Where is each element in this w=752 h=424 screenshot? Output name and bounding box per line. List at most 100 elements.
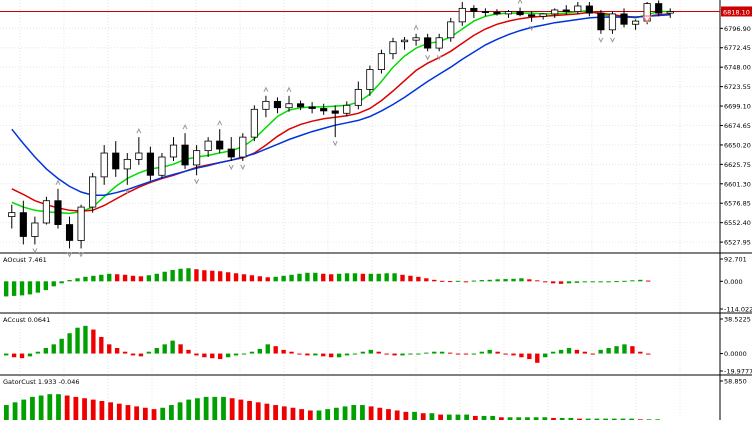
histogram-bar xyxy=(646,280,651,282)
price-tag xyxy=(721,6,752,17)
candle xyxy=(169,137,178,161)
candle-body xyxy=(42,200,51,224)
histogram-bar xyxy=(638,279,643,282)
histogram-bar xyxy=(455,280,461,282)
y-tick-label: 0.000 xyxy=(724,278,743,286)
histogram-bar xyxy=(67,280,72,282)
candle xyxy=(193,145,201,176)
histogram-bar xyxy=(107,344,112,354)
indicator-panes[interactable]: AOcust 7.461 ACcust 0.0641 GatorCust 1.933… xyxy=(3,256,661,421)
histogram-bar xyxy=(566,281,572,284)
candle-body xyxy=(470,7,478,12)
histogram-bar xyxy=(99,274,104,282)
histogram-bar xyxy=(408,353,413,355)
sell-signal-arrow xyxy=(642,15,653,23)
indicator-title: ACcust 0.0641 xyxy=(3,316,50,324)
histogram-bar xyxy=(568,417,574,420)
histogram-bar xyxy=(38,395,44,420)
indicator-title: GatorCust 1.933 -0.046 xyxy=(3,378,80,386)
price-pane[interactable] xyxy=(0,0,720,258)
histogram-bar xyxy=(35,351,41,354)
candle-body xyxy=(424,37,432,49)
histogram-bar xyxy=(351,405,357,420)
histogram-bar xyxy=(336,353,342,358)
histogram-bar xyxy=(47,394,53,420)
candle-body xyxy=(77,206,85,241)
histogram-bar xyxy=(487,349,492,354)
candle-body xyxy=(528,14,536,17)
candle xyxy=(655,0,663,17)
histogram-bar xyxy=(30,396,35,420)
histogram-bar xyxy=(241,353,247,355)
histogram-bar xyxy=(325,409,331,420)
candle-body xyxy=(539,13,547,17)
histogram-bar xyxy=(471,353,477,355)
candle-body xyxy=(608,13,617,31)
histogram-bar xyxy=(606,281,611,283)
histogram-bar xyxy=(503,353,508,355)
histogram-bar xyxy=(75,327,80,354)
histogram-bar xyxy=(527,353,532,360)
histogram-bar xyxy=(420,413,426,420)
histogram-bar xyxy=(527,279,532,282)
candle xyxy=(112,141,120,177)
histogram-bar xyxy=(316,410,322,420)
fractal-down-arrow xyxy=(78,252,84,258)
candle-body xyxy=(389,41,397,55)
histogram-bar xyxy=(487,279,492,282)
histogram-bar xyxy=(479,351,484,354)
histogram-bar xyxy=(424,352,429,354)
candle-body xyxy=(193,150,201,166)
fractal-down-arrow xyxy=(610,37,615,43)
fractal-down-arrow xyxy=(194,179,200,185)
candle xyxy=(146,146,154,181)
histogram-bar xyxy=(265,344,270,354)
histogram-bar xyxy=(559,417,565,420)
candle xyxy=(31,216,39,245)
histogram-bar xyxy=(630,346,635,354)
candle-body xyxy=(354,89,362,106)
histogram-bar xyxy=(472,415,478,420)
candle-body xyxy=(308,106,316,109)
histogram-bar xyxy=(91,329,96,354)
candle xyxy=(539,13,547,20)
candle xyxy=(296,100,305,111)
histogram-bar xyxy=(481,415,487,420)
candle xyxy=(65,216,74,249)
histogram-bar xyxy=(352,353,358,355)
candle-body xyxy=(320,108,328,112)
y-tick-label: 6723.55 xyxy=(724,83,751,91)
histogram-bar xyxy=(594,418,600,420)
histogram-bar xyxy=(169,405,174,420)
histogram-bar xyxy=(210,270,215,282)
histogram-bar xyxy=(585,418,591,420)
candle-body xyxy=(239,136,247,158)
histogram-bar xyxy=(305,353,310,356)
fractal-up-arrow xyxy=(286,86,292,93)
candle-body xyxy=(655,3,663,14)
histogram-bar xyxy=(352,273,358,282)
candle xyxy=(631,19,640,30)
histogram-bar xyxy=(455,414,461,420)
candle-body xyxy=(377,53,386,70)
histogram-bar xyxy=(146,275,152,282)
histogram-bar xyxy=(4,353,9,356)
histogram-bar xyxy=(35,281,41,293)
histogram-bar xyxy=(408,275,413,282)
histogram-bar xyxy=(392,353,397,356)
histogram-bar xyxy=(377,407,383,420)
y-tick-label: 0.0000 xyxy=(724,350,747,358)
y-tick-label: -19.9777 xyxy=(724,368,752,376)
candle xyxy=(666,8,674,18)
histogram-bar xyxy=(19,281,25,296)
y-tick-label: 6674.65 xyxy=(724,122,751,130)
histogram-bar xyxy=(313,353,318,356)
candle xyxy=(216,129,224,154)
candle xyxy=(320,103,328,115)
histogram-bar xyxy=(603,418,608,420)
price-axis: 6796.90 6772.45 6748.00 6723.55 6699.10 6674.… xyxy=(720,6,752,386)
candle xyxy=(620,8,628,28)
histogram-bar xyxy=(194,269,199,282)
